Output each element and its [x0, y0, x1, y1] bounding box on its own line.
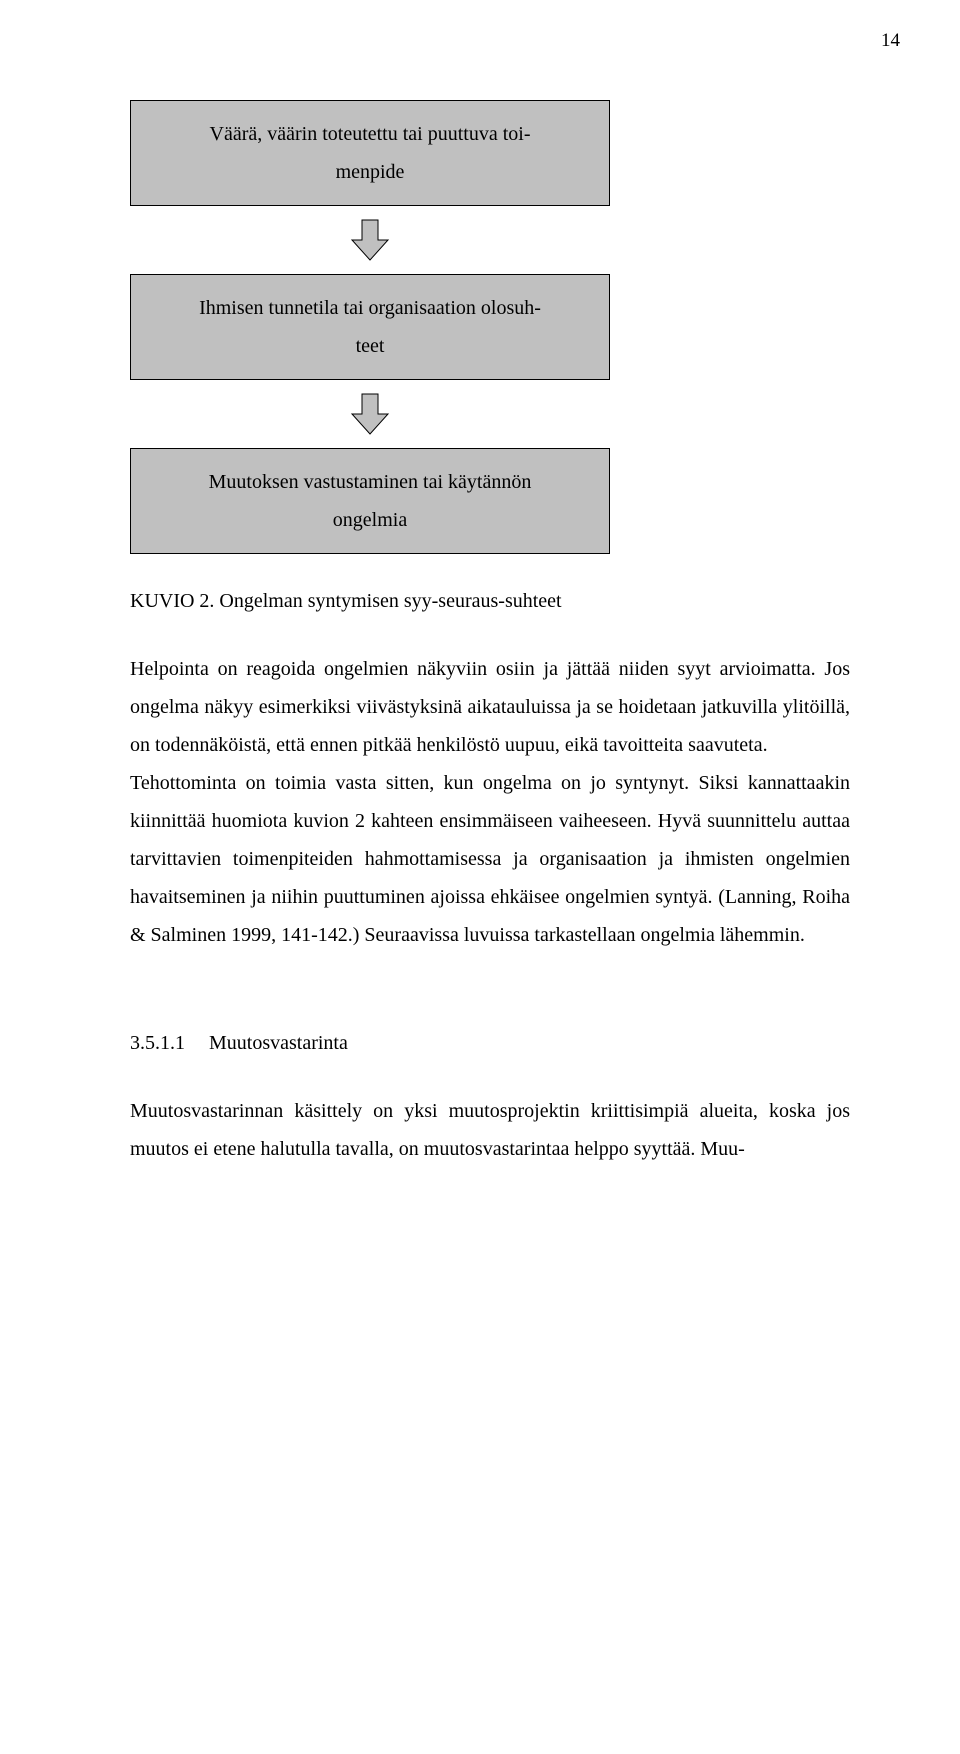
- arrow-down-icon: [346, 216, 394, 264]
- arrow-down-2: [130, 380, 610, 448]
- body-paragraphs-2: Muutosvastarinnan käsittely on yksi muut…: [130, 1092, 850, 1168]
- diagram-box-2: Ihmisen tunnetila tai organisaation olos…: [130, 274, 610, 380]
- section-heading: 3.5.1.1 Muutosvastarinta: [130, 1024, 850, 1062]
- page-number: 14: [881, 30, 900, 52]
- section-title: Muutosvastarinta: [209, 1032, 348, 1054]
- document-page: 14 Väärä, väärin toteutettu tai puuttuva…: [0, 0, 960, 1228]
- paragraph: Tehottominta on toimia vasta sitten, kun…: [130, 764, 850, 954]
- diagram-box-3: Muutoksen vastustaminen tai käytännönong…: [130, 448, 610, 554]
- diagram-box-1: Väärä, väärin toteutettu tai puuttuva to…: [130, 100, 610, 206]
- paragraph: Helpointa on reagoida ongelmien näkyviin…: [130, 650, 850, 764]
- body-paragraphs: Helpointa on reagoida ongelmien näkyviin…: [130, 650, 850, 954]
- figure-caption: KUVIO 2. Ongelman syntymisen syy-seuraus…: [130, 582, 850, 620]
- flow-diagram: Väärä, väärin toteutettu tai puuttuva to…: [130, 100, 850, 554]
- arrow-down-icon: [346, 390, 394, 438]
- section-number: 3.5.1.1: [130, 1024, 185, 1062]
- paragraph: Muutosvastarinnan käsittely on yksi muut…: [130, 1092, 850, 1168]
- arrow-down-1: [130, 206, 610, 274]
